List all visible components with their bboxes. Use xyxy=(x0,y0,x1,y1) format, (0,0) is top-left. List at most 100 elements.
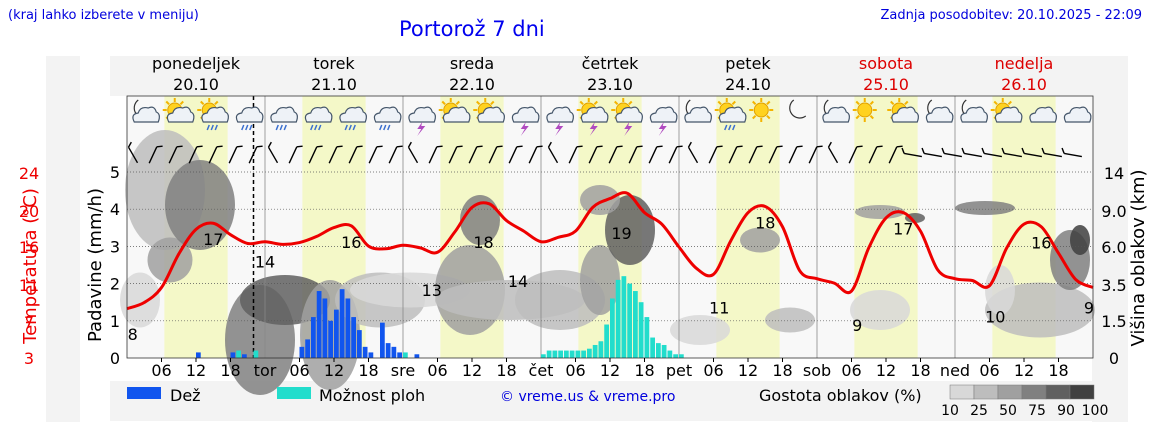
shower-bar xyxy=(253,350,259,358)
shower-legend-swatch xyxy=(277,387,311,399)
day-name: sreda xyxy=(450,54,494,73)
hour-tick-label: 12 xyxy=(738,361,758,380)
rain-bar xyxy=(305,339,310,358)
credit-link: © vreme.us & vreme.pro xyxy=(500,389,675,405)
wind-shaft xyxy=(528,146,538,164)
wind-feather xyxy=(316,145,323,148)
temperature-axis-label: Temperatura (°C) xyxy=(20,188,41,345)
hour-tick-label: 18 xyxy=(772,361,792,380)
sun-cloud-icon xyxy=(162,98,195,123)
wind-feather xyxy=(516,145,523,148)
wind-barb xyxy=(228,145,243,164)
rain-drop xyxy=(283,124,287,131)
hour-tick-label: 06 xyxy=(427,361,447,380)
wind-shaft xyxy=(328,146,338,164)
day-headers: ponedeljek 20.10 torek 21.10 sreda 22.10 četrt… xyxy=(152,54,1053,94)
temperature-tick-label: 20 xyxy=(19,202,39,221)
wind-barb xyxy=(568,145,583,164)
sun-cloud-icon xyxy=(887,98,919,123)
wind-feather xyxy=(476,145,483,148)
wind-shaft xyxy=(827,146,839,164)
cloud-shape xyxy=(339,106,367,123)
rain-bar xyxy=(339,289,345,358)
wind-shaft xyxy=(508,146,518,164)
rain-drop xyxy=(318,124,322,131)
wind-barb xyxy=(808,145,823,164)
wind-shaft xyxy=(568,146,578,164)
wind-shaft xyxy=(148,146,158,164)
wind-barb xyxy=(628,145,643,164)
day-date: 23.10 xyxy=(587,75,633,94)
wind-feather xyxy=(596,145,603,148)
storm-icon xyxy=(546,106,574,136)
wind-feather xyxy=(407,141,412,148)
wind-barb xyxy=(648,145,663,164)
cloud-shape xyxy=(270,106,298,123)
wind-feather xyxy=(536,145,543,148)
rain-drop xyxy=(379,124,383,131)
temperature-label: 10 xyxy=(985,307,1005,326)
left-panel xyxy=(46,56,80,422)
temperature-label: 19 xyxy=(611,224,631,243)
weather-icon-row xyxy=(132,98,1092,136)
shower-bar xyxy=(604,324,609,358)
sun-ray xyxy=(441,100,446,106)
wind-shaft xyxy=(308,146,318,164)
day-name: ponedeljek xyxy=(152,54,241,73)
wind-shaft xyxy=(488,146,498,164)
hour-tick-label: 18 xyxy=(220,361,240,380)
wind-barb xyxy=(407,141,419,164)
hour-tick-label: 06 xyxy=(289,361,309,380)
shower-bar xyxy=(627,283,632,358)
rain-drop xyxy=(728,124,732,131)
hour-tick-label: 18 xyxy=(496,361,516,380)
wind-feather xyxy=(1001,147,1005,154)
wind-shaft xyxy=(924,152,942,158)
moon-cloud-icon xyxy=(925,99,954,123)
day-date: 21.10 xyxy=(311,75,357,94)
sun-rain-icon xyxy=(714,98,747,131)
rain-cloud-icon xyxy=(304,106,333,131)
wind-barb xyxy=(388,145,403,164)
day-abbr-tick: ned xyxy=(940,361,970,380)
wind-barb xyxy=(588,145,603,164)
wind-shaft xyxy=(1024,152,1042,158)
wind-feather xyxy=(636,145,643,148)
cloud-legend-level: 75 xyxy=(1028,403,1046,419)
wind-shaft xyxy=(428,146,438,164)
wind-barb xyxy=(748,145,763,164)
sun-ray xyxy=(904,100,909,106)
cloud-shape xyxy=(822,106,850,123)
wind-feather xyxy=(456,145,463,148)
wind-feather xyxy=(941,147,945,154)
wind-feather xyxy=(496,145,503,148)
wind-shaft xyxy=(668,146,678,164)
cloud-height-tick-label: 0 xyxy=(1109,349,1119,368)
temperature-label: 13 xyxy=(422,281,442,300)
rain-bar xyxy=(397,352,402,358)
wind-feather xyxy=(901,147,905,154)
wind-barb xyxy=(921,147,942,158)
wind-feather xyxy=(896,145,903,148)
sun-ray xyxy=(717,100,722,106)
cloud-density-patch xyxy=(580,245,620,315)
hour-tick-label: 18 xyxy=(910,361,930,380)
cloud-shape xyxy=(166,106,195,123)
wind-barb xyxy=(888,145,903,164)
sun-ray xyxy=(200,100,205,106)
shower-bar xyxy=(581,350,586,358)
last-updated: Zadnja posodobitev: 20.10.2025 - 22:09 xyxy=(880,8,1142,23)
sun-cloud-icon xyxy=(438,98,471,123)
cloud-density-patch xyxy=(670,315,730,345)
wind-shaft xyxy=(944,152,962,158)
sun-icon xyxy=(749,98,774,122)
rain-drop xyxy=(310,124,314,131)
temperature-label: 14 xyxy=(508,272,528,291)
wind-shaft xyxy=(228,146,238,164)
cloud-legend-title: Gostota oblakov (%) xyxy=(759,386,922,405)
day-abbr-tick: sre xyxy=(391,361,415,380)
wind-feather xyxy=(267,141,272,148)
wind-shaft xyxy=(1044,152,1062,158)
cloud-height-tick-label: 1.5 xyxy=(1101,312,1126,331)
wind-barb xyxy=(848,145,863,164)
